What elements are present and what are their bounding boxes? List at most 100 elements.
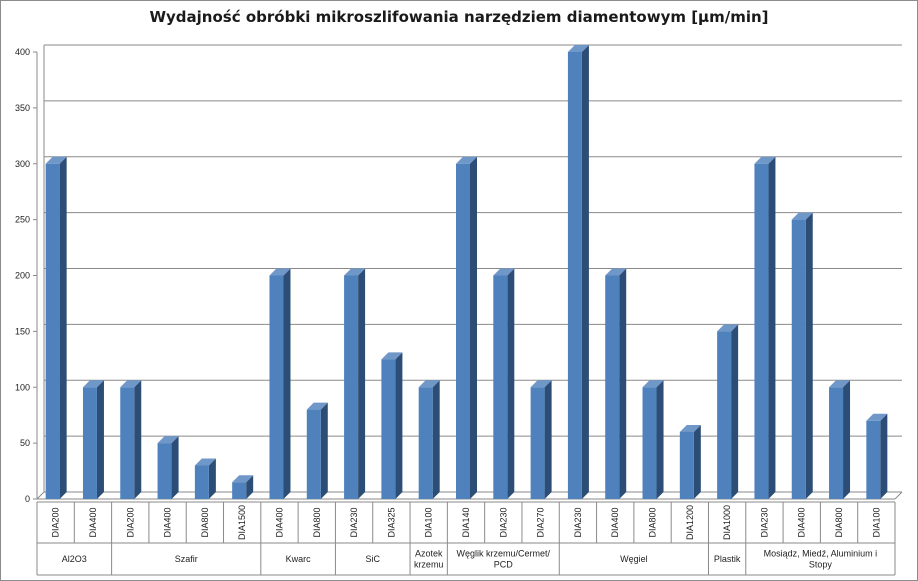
group-label: Węgiel <box>620 554 648 564</box>
bar-side <box>96 380 104 499</box>
bar-top <box>605 268 627 276</box>
y-tick-label: 50 <box>20 438 30 448</box>
bar <box>679 431 694 499</box>
bar-top <box>530 380 552 388</box>
bar <box>754 163 769 499</box>
y-tick-label: 300 <box>15 159 30 169</box>
bar-side <box>693 424 701 499</box>
bar-side <box>768 156 776 499</box>
bar <box>829 387 844 499</box>
category-label: DIA230 <box>759 507 769 537</box>
y-tick-label: 0 <box>25 494 30 504</box>
bar-top <box>269 268 291 276</box>
category-label: DIA800 <box>834 507 844 537</box>
category-label: DIA400 <box>88 507 98 537</box>
bar-top <box>157 436 179 444</box>
group-label: Szafir <box>175 554 198 564</box>
group-label: SiC <box>365 554 380 564</box>
bar-side <box>656 380 664 499</box>
category-label: DIA270 <box>536 507 546 537</box>
bar <box>269 275 284 499</box>
bar-side <box>283 268 291 499</box>
bar-side <box>507 268 515 499</box>
bar-top <box>381 352 403 360</box>
category-label: DIA200 <box>51 507 61 537</box>
bar-top <box>567 45 589 52</box>
bar <box>717 331 732 499</box>
bar-side <box>395 352 403 499</box>
bar <box>866 420 881 499</box>
y-tick-label: 250 <box>15 215 30 225</box>
bar-side <box>171 436 179 499</box>
bar <box>791 219 806 499</box>
bar <box>530 387 545 499</box>
bar-side <box>246 475 254 499</box>
bar-side <box>432 380 440 499</box>
y-tick-label: 150 <box>15 326 30 336</box>
bar-side <box>843 380 851 499</box>
category-label: DIA325 <box>386 507 396 537</box>
bar <box>381 359 396 499</box>
bar-top <box>194 458 216 466</box>
category-label: DIA800 <box>312 507 322 537</box>
bar-side <box>320 402 328 499</box>
bar-top <box>829 380 851 388</box>
y-tick-label: 200 <box>15 271 30 281</box>
group-label: Węglik krzemu/Cermet/PCD <box>457 549 551 570</box>
bar-top <box>456 156 477 164</box>
bar-side <box>805 212 813 499</box>
category-label: DIA140 <box>461 507 471 537</box>
bar <box>45 163 60 499</box>
bar-side <box>358 268 366 499</box>
group-label: Azotek krzemu <box>414 549 444 570</box>
bar <box>157 443 172 499</box>
group-label: Kwarc <box>286 554 312 564</box>
bar-side <box>619 268 627 499</box>
bar <box>642 387 657 499</box>
group-label: Mosiądz, Miedź, Aluminium i Stopy <box>764 549 878 570</box>
bar-top <box>642 380 664 388</box>
bar-top <box>717 324 739 332</box>
bar <box>567 52 582 499</box>
category-label: DIA800 <box>648 507 658 537</box>
y-tick-label: 350 <box>15 103 30 113</box>
category-label: DIA100 <box>424 507 434 537</box>
bar-side <box>59 156 67 499</box>
bar-side <box>470 156 477 499</box>
bar <box>605 275 620 499</box>
category-label: DIA400 <box>610 507 620 537</box>
bar-side <box>880 413 888 499</box>
category-label: DIA800 <box>200 507 210 537</box>
category-label: DIA200 <box>125 507 135 537</box>
bar-top <box>344 268 366 276</box>
category-label: DIA400 <box>274 507 284 537</box>
category-label: DIA230 <box>573 507 583 537</box>
bar <box>82 387 97 499</box>
bar-side <box>731 324 739 499</box>
bar-side <box>208 458 216 499</box>
bar <box>306 409 321 499</box>
bar-top <box>232 475 254 483</box>
bar-top <box>306 402 328 410</box>
chart-title: Wydajność obróbki mikroszlifowania narzę… <box>149 8 769 26</box>
y-tick-label: 400 <box>15 47 30 57</box>
floor-edge <box>36 491 45 500</box>
group-label: Al2O3 <box>62 554 87 564</box>
category-label: DIA230 <box>349 507 359 537</box>
bar-top <box>418 380 440 388</box>
bar <box>456 163 470 499</box>
category-label: DIA400 <box>797 507 807 537</box>
bar-side <box>544 380 552 499</box>
bar <box>120 387 135 499</box>
category-label: DIA1000 <box>722 505 732 540</box>
bar-top <box>120 380 142 388</box>
bar-top <box>754 156 776 164</box>
category-label: DIA100 <box>871 507 881 537</box>
bar-top <box>45 156 67 164</box>
bar-top <box>791 212 813 220</box>
bar <box>194 465 209 499</box>
bar <box>232 482 247 499</box>
floor-right <box>894 491 903 500</box>
bar-top <box>82 380 104 388</box>
